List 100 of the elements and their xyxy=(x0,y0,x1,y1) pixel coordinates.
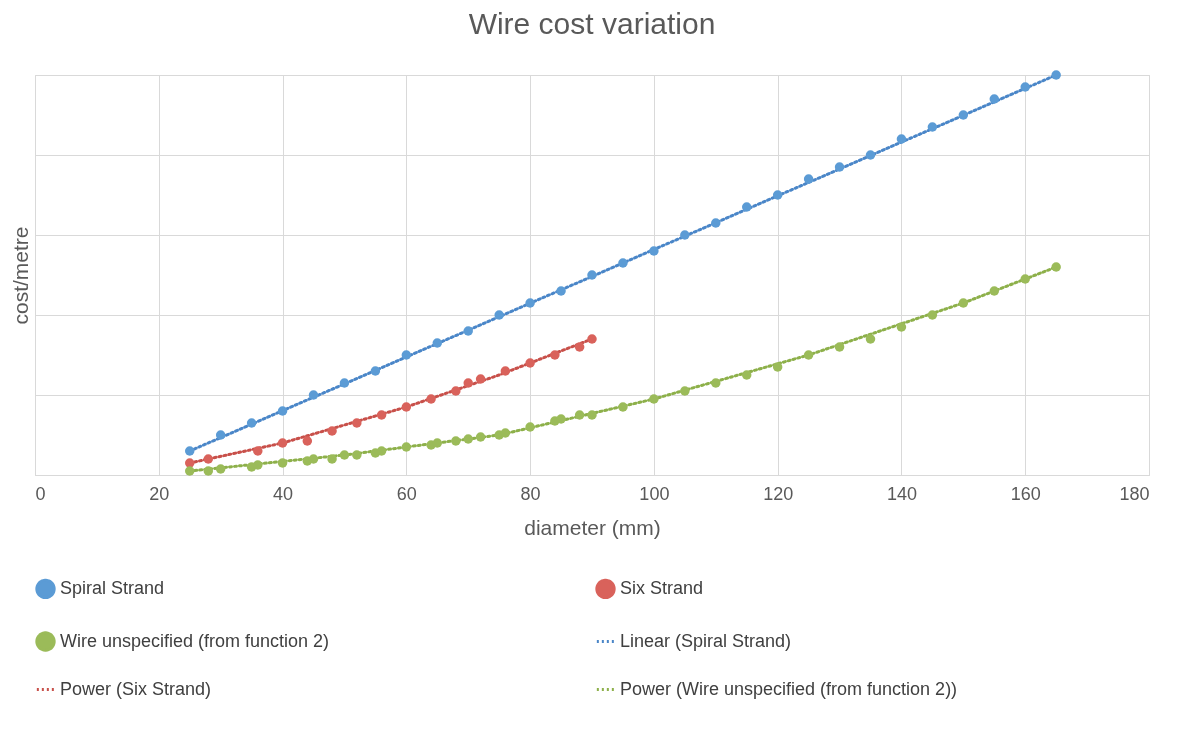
point xyxy=(618,258,628,268)
point xyxy=(680,386,690,396)
point xyxy=(587,410,597,420)
point xyxy=(376,410,387,420)
point xyxy=(426,394,436,404)
legend-label: Power (Six Strand) xyxy=(60,678,212,699)
point xyxy=(525,298,535,308)
x-tick-label: 40 xyxy=(273,483,294,504)
point xyxy=(339,450,350,460)
point xyxy=(451,386,461,396)
point xyxy=(680,230,690,240)
point xyxy=(401,402,412,412)
point xyxy=(494,310,504,320)
point xyxy=(772,190,783,200)
point xyxy=(308,390,319,400)
point xyxy=(215,430,226,440)
x-tick-label: 0 xyxy=(35,483,46,504)
point xyxy=(865,334,876,344)
legend-label: Power (Wire unspecified (from function 2)) xyxy=(620,678,958,699)
x-tick-label: 20 xyxy=(149,483,170,504)
point xyxy=(587,334,597,344)
point xyxy=(896,322,907,332)
point xyxy=(184,458,195,468)
point xyxy=(203,454,214,464)
point xyxy=(308,454,319,464)
point xyxy=(253,446,263,456)
point xyxy=(989,94,1000,104)
point xyxy=(277,406,288,416)
point xyxy=(475,432,486,442)
point xyxy=(463,434,473,444)
point xyxy=(958,110,969,120)
point xyxy=(741,202,752,212)
point xyxy=(277,438,288,448)
chart-title: Wire cost variation xyxy=(468,7,716,41)
point xyxy=(302,436,313,446)
point xyxy=(184,466,195,476)
legend-label: Spiral Strand xyxy=(60,577,165,598)
point xyxy=(741,370,752,380)
x-tick-label: 140 xyxy=(886,483,917,504)
point xyxy=(525,358,535,368)
point xyxy=(203,466,214,476)
point xyxy=(352,450,362,460)
point xyxy=(339,378,350,388)
point xyxy=(803,174,814,184)
point xyxy=(896,134,907,144)
point xyxy=(463,378,473,388)
x-tick-label: 120 xyxy=(763,483,794,504)
point xyxy=(834,162,845,172)
x-tick-label: 60 xyxy=(396,483,417,504)
point xyxy=(1020,274,1030,284)
x-axis-title: diameter (mm) xyxy=(524,515,661,539)
point xyxy=(246,418,257,428)
point xyxy=(500,366,511,376)
point xyxy=(277,458,288,468)
point xyxy=(401,350,412,360)
point xyxy=(376,446,387,456)
point xyxy=(451,436,461,446)
point xyxy=(711,378,721,388)
point xyxy=(587,270,597,280)
point xyxy=(618,402,628,412)
point xyxy=(1051,262,1061,272)
point xyxy=(370,366,381,376)
point xyxy=(525,422,535,432)
point xyxy=(927,310,938,320)
point xyxy=(215,464,226,474)
point xyxy=(989,286,1000,296)
point xyxy=(574,342,585,352)
x-tick-label: 160 xyxy=(1010,483,1041,504)
point xyxy=(711,218,721,228)
point xyxy=(865,150,876,160)
point xyxy=(550,350,560,360)
point xyxy=(475,374,486,384)
point xyxy=(556,286,566,296)
x-tick-label: 100 xyxy=(639,483,670,504)
point xyxy=(1020,82,1030,92)
legend-label: Six Strand xyxy=(620,577,704,598)
point xyxy=(803,350,814,360)
point xyxy=(500,428,511,438)
point xyxy=(649,394,659,404)
x-tick-label: 180 xyxy=(1119,483,1150,504)
point xyxy=(772,362,783,372)
point xyxy=(253,460,263,470)
point xyxy=(556,414,566,424)
point xyxy=(327,426,337,436)
legend-label: Linear (Spiral Strand) xyxy=(620,630,792,651)
point xyxy=(352,418,362,428)
point xyxy=(327,454,337,464)
point xyxy=(834,342,845,352)
legend-label: Wire unspecified (from function 2) xyxy=(60,630,330,651)
point xyxy=(463,326,473,336)
point xyxy=(401,442,412,452)
point xyxy=(958,298,969,308)
point xyxy=(574,410,585,420)
point xyxy=(184,446,195,456)
y-axis-title: cost/metre xyxy=(8,226,32,325)
point xyxy=(649,246,659,256)
point xyxy=(1051,70,1061,80)
point xyxy=(927,122,938,132)
point xyxy=(432,338,443,348)
x-tick-label: 80 xyxy=(520,483,541,504)
